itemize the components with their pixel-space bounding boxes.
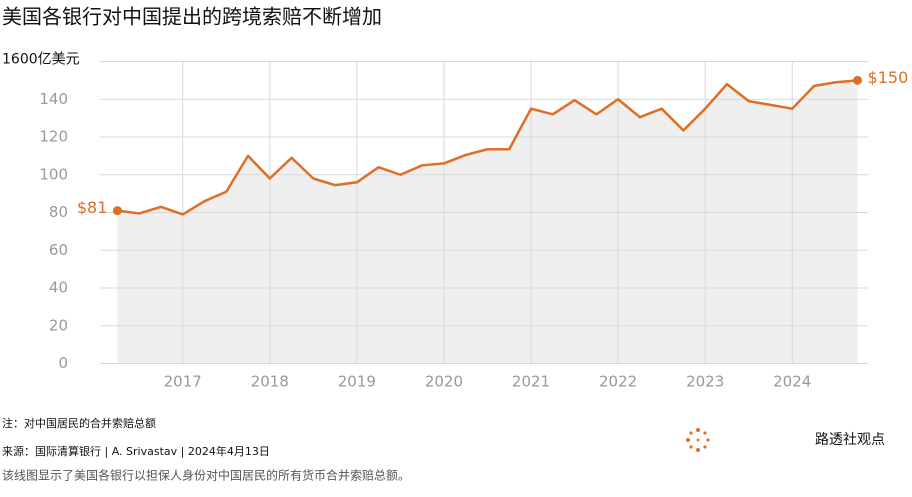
x-tick-label: 2024	[773, 373, 811, 391]
y-axis-unit-label: 1600亿美元	[2, 52, 80, 68]
x-tick-label: 2021	[512, 373, 550, 391]
y-tick-label: 0	[58, 354, 68, 372]
end-point	[853, 75, 863, 85]
y-tick-label: 100	[39, 165, 68, 183]
y-tick-label: 140	[39, 90, 68, 108]
logo	[686, 428, 710, 452]
brand: 路透社观点	[815, 432, 885, 448]
source: 来源：国际清算银行 | A. Srivastav | 2024年4月13日	[2, 444, 270, 458]
y-tick-label: 120	[39, 128, 68, 146]
y-tick-label: 80	[49, 203, 68, 221]
y-tick-label: 40	[49, 279, 68, 297]
y-tick-label: 20	[49, 316, 68, 334]
caption: 该线图显示了美国各银行以担保人身份对中国居民的所有货币合并索赔总额。	[2, 468, 410, 483]
chart-title: 美国各银行对中国提出的跨境索赔不断增加	[2, 5, 382, 29]
note: 注：对中国居民的合并索赔总额	[2, 416, 156, 430]
x-tick-label: 2019	[338, 373, 376, 391]
x-tick-label: 2022	[599, 373, 637, 391]
line	[117, 79, 858, 216]
area	[117, 80, 858, 364]
end-point	[112, 206, 122, 216]
x-tick-label: 2017	[164, 373, 202, 391]
x-tick-label: 2018	[251, 373, 289, 391]
y-tick-label: 60	[49, 241, 68, 259]
value-label: $81	[77, 198, 108, 217]
x-tick-label: 2020	[425, 373, 463, 391]
value-label: $150	[868, 68, 909, 87]
x-tick-label: 2023	[686, 373, 724, 391]
